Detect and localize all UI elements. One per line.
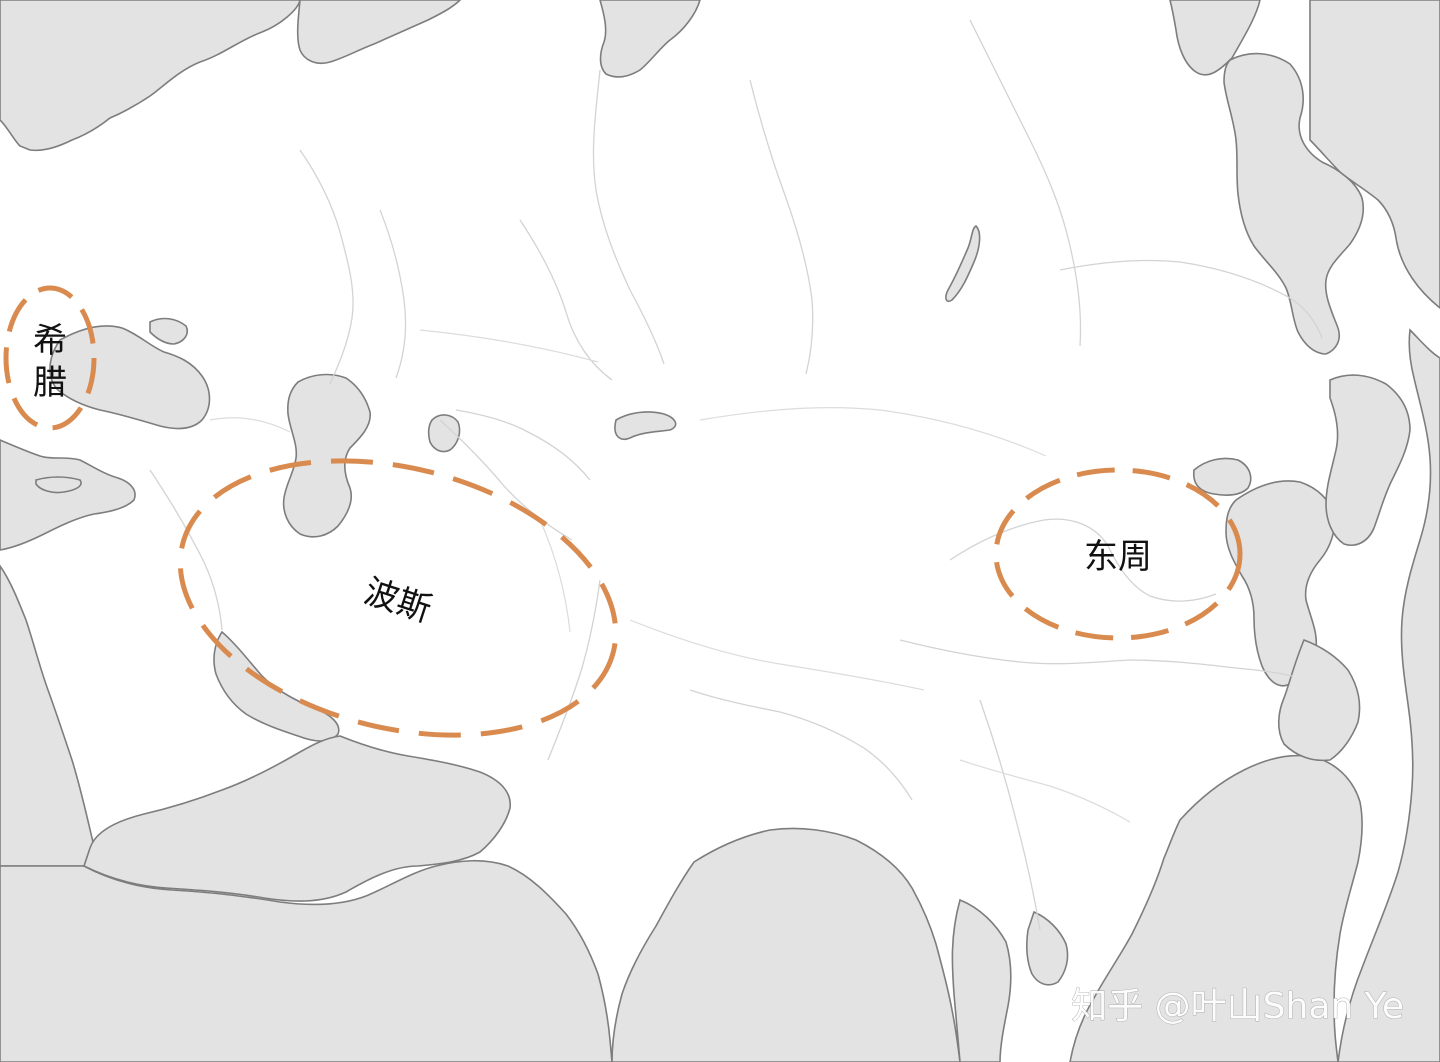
river-ganges bbox=[689, 689, 913, 801]
region-outlines bbox=[3, 285, 1243, 738]
bohai-sea bbox=[1192, 457, 1252, 496]
gulf-of-thailand bbox=[1026, 910, 1069, 986]
river-yenisei bbox=[749, 79, 814, 375]
eastern-zhou-label: 东周 bbox=[1084, 537, 1152, 577]
aral-sea bbox=[427, 414, 461, 453]
river-mekong bbox=[979, 699, 1041, 931]
greece-label-line-2: 腊 bbox=[33, 363, 67, 403]
sakhalin-strait bbox=[1309, 0, 1440, 310]
boundary-mongolia bbox=[699, 407, 1047, 457]
andaman-sea bbox=[951, 898, 1012, 1062]
east-china-sea bbox=[1277, 638, 1361, 762]
arctic-coast-north bbox=[1169, 0, 1261, 76]
river-lena bbox=[969, 19, 1082, 347]
watermark-text: 知乎 @叶山Shan Ye bbox=[1071, 986, 1404, 1027]
bay-of-bengal bbox=[611, 827, 961, 1062]
river-indus bbox=[547, 579, 601, 761]
boundary-caucasus bbox=[209, 417, 291, 433]
boundary-himalaya bbox=[629, 619, 925, 691]
rivers bbox=[149, 19, 1323, 931]
boundaries bbox=[209, 329, 1131, 823]
persia-region-outline bbox=[177, 458, 619, 738]
white-sea bbox=[599, 0, 701, 78]
river-amu-darya bbox=[439, 419, 573, 541]
greece-region-outline bbox=[3, 285, 97, 431]
caspian-sea bbox=[282, 373, 371, 538]
boundary-iran-afghan bbox=[539, 519, 571, 633]
boundary-indochina bbox=[959, 759, 1131, 823]
river-tigris-euphrates bbox=[149, 469, 223, 631]
mediterranean-sea bbox=[0, 439, 136, 551]
sea-of-japan bbox=[1325, 374, 1411, 546]
river-irtysh bbox=[519, 219, 613, 381]
greece-label-line-1: 希 bbox=[33, 321, 67, 361]
sea-of-azov bbox=[149, 317, 189, 345]
river-ural bbox=[379, 209, 407, 379]
river-yangtze bbox=[899, 639, 1293, 677]
boundary-kazakh bbox=[419, 329, 599, 363]
arabian-sea-north bbox=[83, 735, 511, 902]
river-volga bbox=[299, 149, 354, 385]
cyprus-area bbox=[35, 476, 82, 494]
river-amur bbox=[1059, 259, 1323, 339]
baltic-sea bbox=[0, 0, 301, 152]
gulf-of-finland bbox=[296, 0, 462, 65]
eastern-zhou-region-outline bbox=[993, 467, 1243, 641]
arabian-sea bbox=[0, 859, 613, 1062]
river-yellow bbox=[949, 518, 1217, 602]
pacific-east bbox=[1337, 328, 1440, 1062]
lake-balkhash bbox=[614, 411, 677, 440]
lake-baikal bbox=[945, 225, 981, 303]
river-ob bbox=[592, 69, 665, 365]
black-sea bbox=[49, 325, 211, 430]
sea-of-okhotsk bbox=[1223, 52, 1365, 355]
river-syr-darya bbox=[455, 409, 591, 481]
